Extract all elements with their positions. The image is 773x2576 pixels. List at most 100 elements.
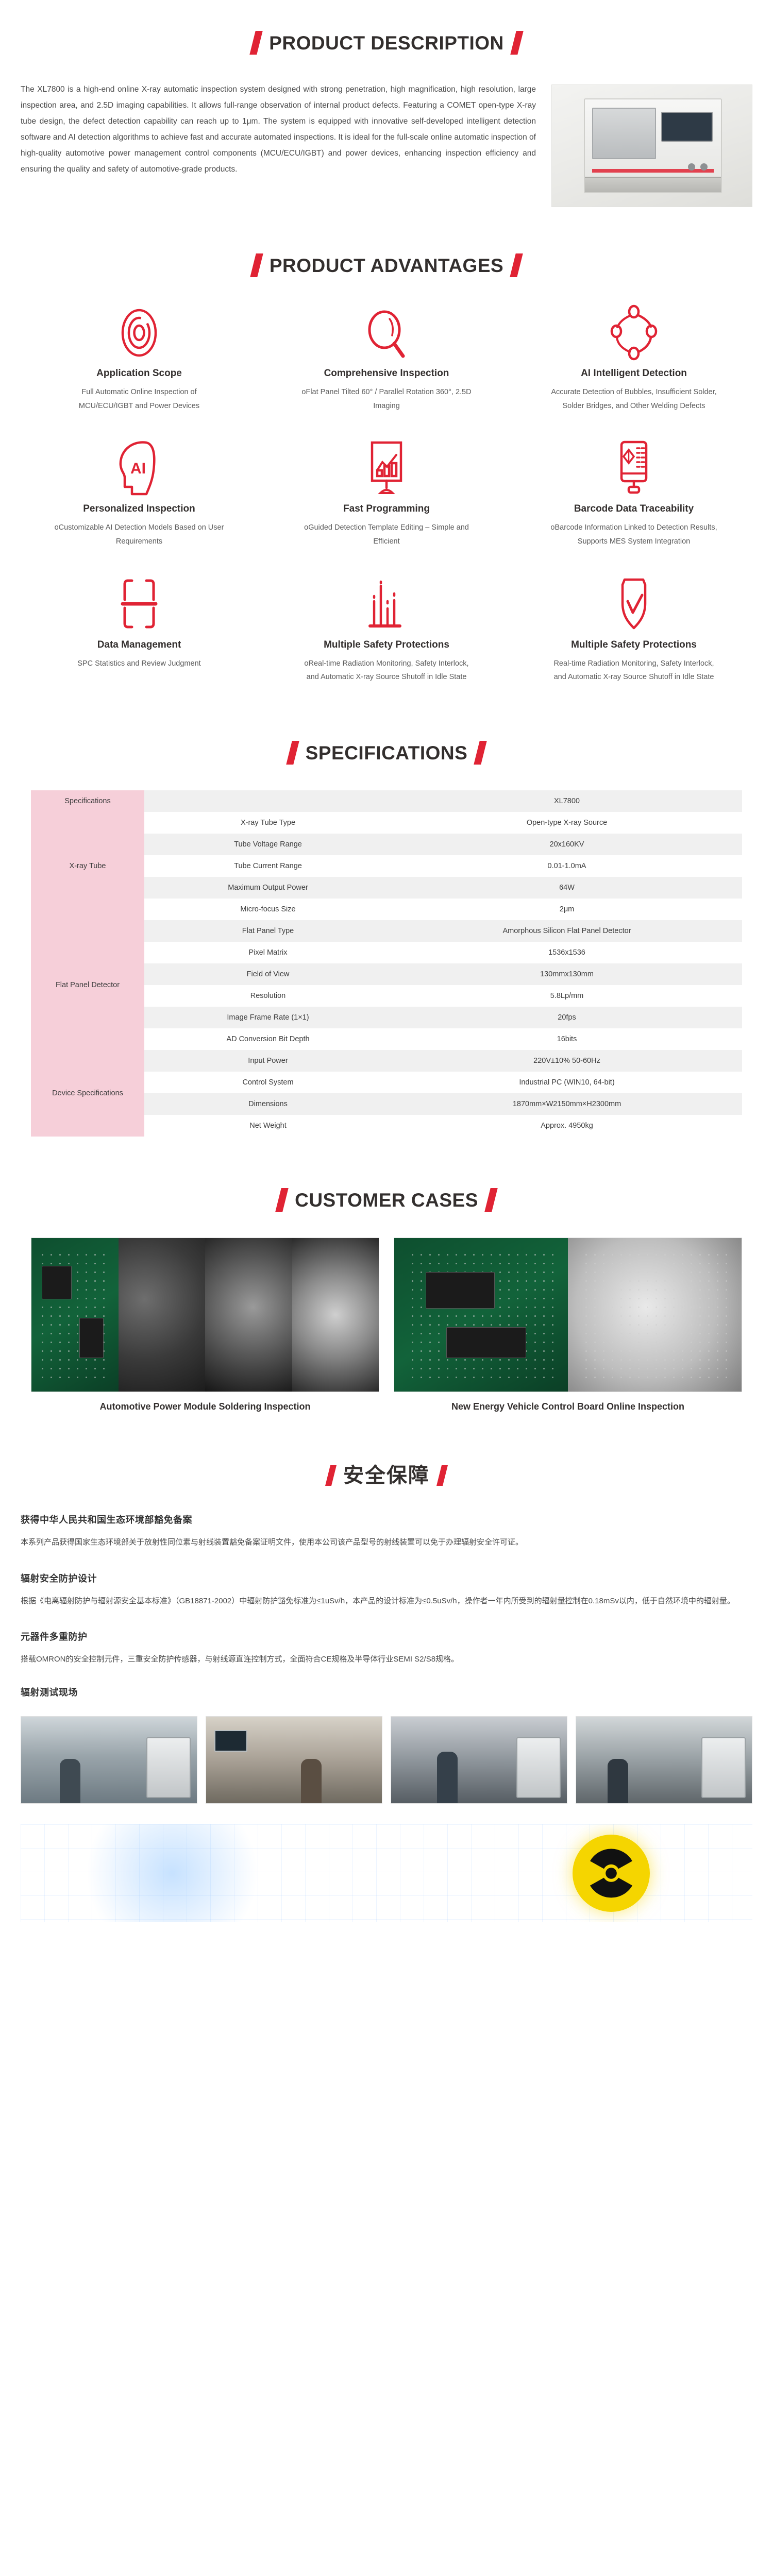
safety-heading: 获得中华人民共和国生态环境部豁免备案 xyxy=(21,1515,192,1526)
table-row: Image Frame Rate (1×1) 20fps xyxy=(31,1007,742,1029)
table-row: Specifications XL7800 xyxy=(31,790,742,812)
spec-label: Maximum Output Power xyxy=(144,877,392,899)
barcode-scanner-icon xyxy=(609,436,659,500)
case-caption: Automotive Power Module Soldering Inspec… xyxy=(99,1401,311,1412)
case-item: New Energy Vehicle Control Board Online … xyxy=(394,1238,742,1414)
section-header-cases: CUSTOMER CASES xyxy=(0,1188,773,1212)
cabinet-shape xyxy=(701,1737,746,1798)
table-row: Device Specifications Input Power 220V±1… xyxy=(31,1050,742,1137)
advantage-item: AI Personalized Inspection oCustomizable… xyxy=(21,436,258,548)
advantage-item: AI Intelligent Detection Accurate Detect… xyxy=(515,301,752,413)
case-pane-pcb xyxy=(394,1238,568,1392)
chart-monitor-icon xyxy=(362,436,411,500)
table-row: Control System Industrial PC (WIN10, 64-… xyxy=(31,1072,742,1093)
slash-left-icon xyxy=(275,1188,289,1212)
slash-right-icon xyxy=(474,741,488,765)
signal-bars-icon xyxy=(362,572,411,636)
spec-label: Input Power xyxy=(144,1050,392,1072)
slash-right-icon xyxy=(436,1465,448,1486)
case-pane-xray-b xyxy=(205,1238,292,1392)
case-image-xray xyxy=(31,1238,379,1393)
spec-label: Dimensions xyxy=(144,1093,392,1115)
table-row: AD Conversion Bit Depth 16bits xyxy=(31,1028,742,1050)
chip-shape xyxy=(425,1272,495,1309)
spec-group-name: X-ray Tube xyxy=(31,812,144,921)
safety-text: 搭载OMRON的安全控制元件，三重安全防护传感器，与射线源直连控制方式，全面符合… xyxy=(21,1655,459,1664)
spec-label: Resolution xyxy=(250,992,286,1001)
slash-left-icon xyxy=(285,741,299,765)
spec-label: Image Frame Rate (1×1) xyxy=(144,1007,392,1029)
shield-check-icon xyxy=(609,572,659,636)
safety-text: 本系列产品获得国家生态环境部关于放射性同位素与射线装置豁免备案证明文件，使用本公… xyxy=(21,1538,524,1547)
chip-shape xyxy=(446,1327,527,1358)
machine-stripe xyxy=(592,169,714,173)
radiation-warning-icon xyxy=(573,1834,650,1912)
advantage-desc: oCustomizable AI Detection Models Based … xyxy=(54,523,224,546)
section-header-safety: 安全保障 xyxy=(0,1465,773,1486)
specifications-table: Specifications XL7800 X-ray Tube X-ray T… xyxy=(31,790,742,1137)
person-shape xyxy=(301,1758,322,1803)
advantage-desc: SPC Statistics and Review Judgment xyxy=(77,659,201,668)
spec-value: Amorphous Silicon Flat Panel Detector xyxy=(392,920,742,942)
safety-heading: 辐射安全防护设计 xyxy=(21,1573,97,1584)
spec-value: 64W xyxy=(392,877,742,899)
advantage-desc: Real-time Radiation Monitoring, Safety I… xyxy=(553,659,714,682)
test-photo xyxy=(21,1716,197,1804)
safety-title: 安全保障 xyxy=(343,1464,430,1487)
safety-body: 获得中华人民共和国生态环境部豁免备案 本系列产品获得国家生态环境部关于放射性同位… xyxy=(0,1513,773,1699)
spec-header-group: Specifications xyxy=(31,790,144,812)
spec-value: Open-type X-ray Source xyxy=(526,819,608,827)
advantage-item: Multiple Safety Protections Real-time Ra… xyxy=(515,572,752,684)
chip-shape xyxy=(42,1265,72,1300)
advantage-desc: Accurate Detection of Bubbles, Insuffici… xyxy=(551,387,717,410)
spec-header-label xyxy=(144,790,392,812)
person-shape xyxy=(608,1758,629,1803)
advantages-grid: Application Scope Full Automatic Online … xyxy=(0,301,773,684)
advantage-desc: oReal-time Radiation Monitoring, Safety … xyxy=(304,659,469,682)
advantage-title: Comprehensive Inspection xyxy=(324,368,449,379)
person-shape xyxy=(436,1751,458,1803)
advantage-title: Data Management xyxy=(97,639,181,650)
cabinet-shape xyxy=(516,1737,561,1798)
advantage-title: Personalized Inspection xyxy=(83,503,195,515)
cases-title: CUSTOMER CASES xyxy=(295,1189,478,1211)
ai-head-icon: AI xyxy=(114,436,164,500)
spec-value: Industrial PC (WIN10, 64-bit) xyxy=(519,1078,615,1087)
advantage-item: Comprehensive Inspection oFlat Panel Til… xyxy=(268,301,505,413)
spec-label: Pixel Matrix xyxy=(248,948,288,957)
spec-label: Flat Panel Type xyxy=(144,920,392,942)
advantage-desc: oFlat Panel Tilted 60° / Parallel Rotati… xyxy=(301,387,472,410)
safety-heading: 元器件多重防护 xyxy=(21,1632,88,1642)
spec-label: Field of View xyxy=(144,963,392,986)
network-nodes-icon xyxy=(609,301,659,365)
advantage-item: Data Management SPC Statistics and Revie… xyxy=(21,572,258,684)
test-photo xyxy=(576,1716,752,1804)
table-row: X-ray Tube X-ray Tube Type Open-type X-r… xyxy=(31,812,742,921)
case-pane-xray-a xyxy=(118,1238,205,1392)
table-row: Field of View 130mmx130mm xyxy=(31,963,742,986)
spec-label: Control System xyxy=(242,1078,294,1087)
cases-grid: Automotive Power Module Soldering Inspec… xyxy=(0,1238,773,1414)
chip-shape xyxy=(79,1318,104,1358)
spec-header-value: XL7800 xyxy=(392,790,742,812)
slash-right-icon xyxy=(510,31,524,55)
radiation-test-heading: 辐射测试现场 xyxy=(21,1687,78,1698)
table-row: Tube Voltage Range 20x160KV xyxy=(31,834,742,856)
cabinet-shape xyxy=(146,1737,191,1798)
advantage-item: Multiple Safety Protections oReal-time R… xyxy=(268,572,505,684)
slash-left-icon xyxy=(249,31,263,55)
spec-value: 1536x1536 xyxy=(548,948,585,957)
specifications-title: SPECIFICATIONS xyxy=(305,742,468,764)
slash-right-icon xyxy=(484,1188,498,1212)
section-header-specifications: SPECIFICATIONS xyxy=(0,741,773,765)
advantage-item: Application Scope Full Automatic Online … xyxy=(21,301,258,413)
spec-value: 2μm xyxy=(559,905,575,914)
table-row: Pixel Matrix 1536x1536 xyxy=(31,942,742,963)
machine-illustration xyxy=(584,98,722,193)
advantage-title: Application Scope xyxy=(96,368,182,379)
description-text: The XL7800 is a high-end online X-ray au… xyxy=(21,85,536,174)
advantage-title: Fast Programming xyxy=(343,503,430,515)
slash-left-icon xyxy=(325,1465,337,1486)
svg-text:AI: AI xyxy=(130,460,146,477)
test-photo xyxy=(206,1716,382,1804)
